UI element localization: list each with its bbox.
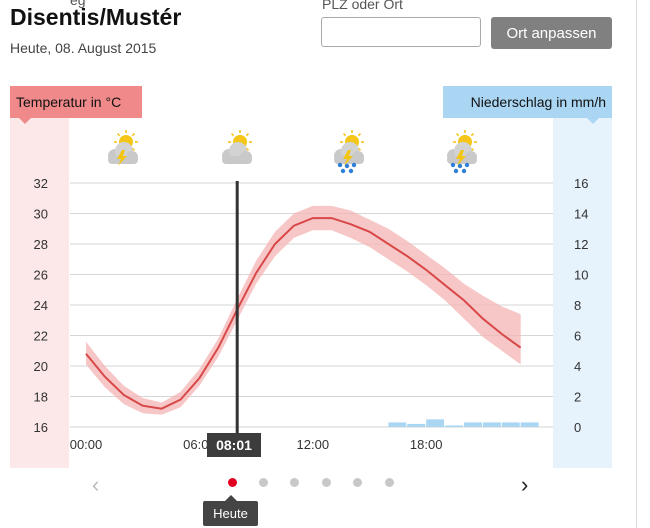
update-location-button[interactable]: Ort anpassen	[491, 17, 612, 49]
pager-next-icon[interactable]: ›	[521, 472, 529, 497]
precipitation-tick-label: 4	[574, 359, 581, 374]
sun-cloud-thunder-rain-icon	[447, 130, 477, 174]
precipitation-bar	[482, 422, 501, 427]
temperature-line	[85, 217, 522, 410]
precipitation-bar	[388, 422, 407, 427]
temperature-tick-label: 28	[34, 237, 48, 252]
pager-dot[interactable]	[290, 478, 299, 487]
precipitation-axis-label: Niederschlag in mm/h	[470, 94, 606, 110]
precipitation-tick-label: 8	[574, 298, 581, 313]
pager-dot[interactable]	[353, 478, 362, 487]
temperature-axis-label-tag: Temperatur in °C	[10, 86, 142, 118]
precipitation-bar	[464, 422, 482, 427]
precipitation-tick-label: 10	[574, 268, 588, 283]
temperature-tick-label: 24	[34, 298, 48, 313]
today-tooltip-pointer	[225, 495, 237, 501]
precipitation-bar	[445, 425, 463, 427]
header-clipped-text: eg	[70, 0, 86, 8]
precipitation-tick-label: 2	[574, 390, 581, 405]
location-search-label: PLZ oder Ort	[322, 0, 403, 12]
sun-cloud-thunder-icon	[108, 130, 138, 166]
pager-prev-icon[interactable]: ‹	[92, 472, 100, 497]
temperature-tick-label: 18	[34, 390, 48, 405]
location-search-input[interactable]	[321, 17, 481, 47]
precipitation-bar	[426, 419, 445, 427]
precipitation-tick-label: 16	[574, 176, 588, 191]
temperature-range-band	[86, 205, 521, 415]
pager-dot[interactable]	[259, 478, 268, 487]
forecast-date: Heute, 08. August 2015	[10, 40, 157, 56]
time-tick-label: 00:00	[70, 437, 103, 452]
precipitation-tick-label: 0	[574, 420, 581, 435]
time-tick-label: 12:00	[297, 437, 330, 452]
sun-cloud-thunder-rain-icon	[334, 130, 364, 174]
temperature-tick-label: 16	[34, 420, 48, 435]
precipitation-tick-label: 12	[574, 237, 588, 252]
location-title: Disentis/Mustér	[10, 4, 182, 30]
precipitation-tick-label: 14	[574, 207, 588, 222]
precipitation-axis-label-tag: Niederschlag in mm/h	[443, 86, 612, 118]
temperature-axis-label: Temperatur in °C	[16, 94, 122, 110]
pager-dot[interactable]	[228, 478, 237, 487]
today-tooltip: Heute	[203, 501, 258, 526]
precipitation-tick-label: 6	[574, 329, 581, 344]
temperature-axis-band	[10, 118, 69, 468]
temperature-tick-label: 20	[34, 359, 48, 374]
temperature-tick-label: 32	[34, 176, 48, 191]
precipitation-bar	[501, 422, 520, 427]
temperature-tag-pointer	[19, 118, 31, 124]
temperature-tick-label: 26	[34, 268, 48, 283]
precipitation-bar	[520, 422, 539, 427]
pager-dot[interactable]	[385, 478, 394, 487]
temperature-tick-label: 22	[34, 329, 48, 344]
current-time-label: 08:01	[207, 433, 261, 457]
precipitation-tag-pointer	[587, 118, 599, 124]
precipitation-axis-band	[553, 118, 612, 468]
precipitation-bar	[407, 423, 426, 427]
pager-dot[interactable]	[322, 478, 331, 487]
time-tick-label: 18:00	[410, 437, 443, 452]
temperature-tick-label: 30	[34, 207, 48, 222]
sun-cloud-icon	[222, 130, 252, 164]
page-divider	[636, 0, 637, 528]
